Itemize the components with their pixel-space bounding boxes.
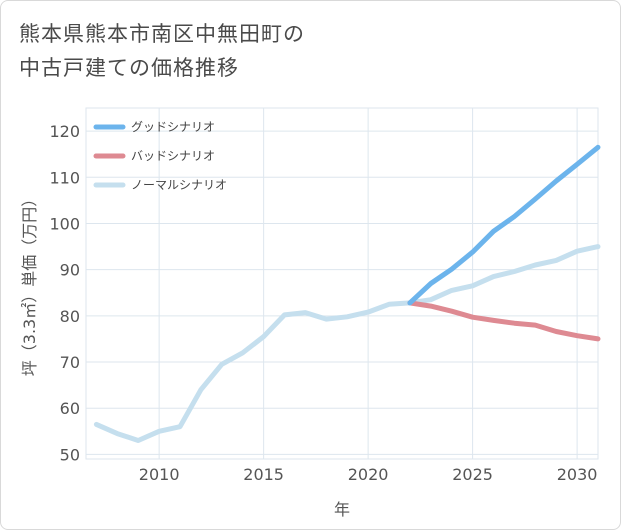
series-lines bbox=[93, 144, 601, 443]
y-tick-label: 80 bbox=[60, 307, 80, 326]
legend-label: バッドシナリオ bbox=[131, 149, 215, 163]
y-tick-label: 120 bbox=[49, 122, 80, 141]
x-tick-label: 2025 bbox=[452, 465, 493, 484]
plot-frame bbox=[85, 107, 599, 460]
y-tick-label: 60 bbox=[60, 399, 80, 418]
x-tick-labels: 2010 2015 2020 2025 2030 bbox=[139, 465, 598, 484]
y-tick-label: 100 bbox=[49, 214, 80, 233]
y-tick-label: 70 bbox=[60, 353, 80, 372]
y-tick-label: 110 bbox=[49, 168, 80, 187]
series-line-0 bbox=[407, 144, 601, 306]
y-tick-labels: 50 60 70 80 90 100 110 120 bbox=[49, 122, 80, 464]
x-tick-label: 2030 bbox=[557, 465, 598, 484]
legend-label: グッドシナリオ bbox=[131, 120, 215, 134]
grid bbox=[85, 107, 599, 460]
series-line-1 bbox=[407, 300, 601, 342]
y-tick-label: 90 bbox=[60, 261, 80, 280]
x-tick-label: 2015 bbox=[243, 465, 284, 484]
series-line-2 bbox=[93, 244, 601, 443]
legend-label: ノーマルシナリオ bbox=[131, 178, 227, 192]
y-tick-label: 50 bbox=[60, 445, 80, 464]
x-axis-title: 年 bbox=[334, 500, 350, 519]
y-axis-title: 坪（3.3㎡）単価（万円） bbox=[20, 191, 39, 376]
x-tick-label: 2010 bbox=[139, 465, 180, 484]
x-tick-label: 2020 bbox=[348, 465, 389, 484]
chart-title: 熊本県熊本市南区中無田町の 中古戸建ての価格推移 bbox=[19, 22, 305, 80]
